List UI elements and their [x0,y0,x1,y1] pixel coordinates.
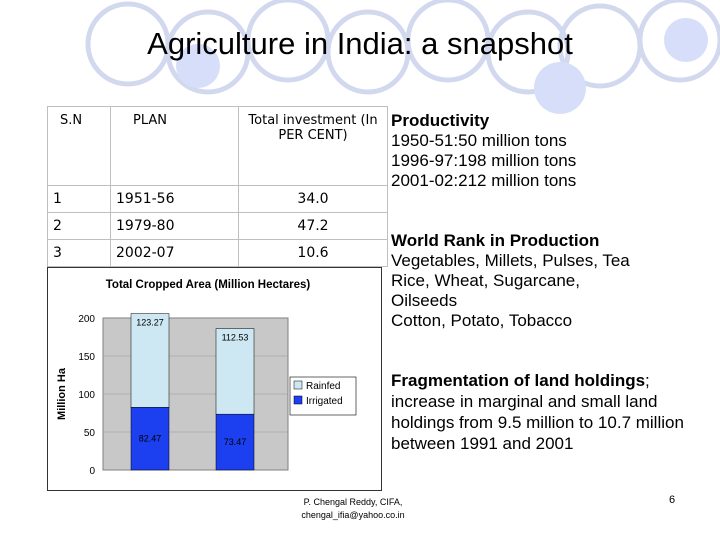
fragmentation-heading: Fragmentation of land holdings [391,371,646,390]
data-label-rainfed: 123.27 [136,318,164,328]
bar-rainfed [130,313,170,408]
table-row: 3 2002-07 10.6 [47,239,388,267]
world-rank-line: Vegetables, Millets, Pulses, Tea [391,251,630,270]
footer-credit: P. Chengal Reddy, CIFA, chengal_ifia@yah… [283,496,423,522]
world-rank-line: Rice, Wheat, Sugarcane, [391,271,580,290]
cell-sn: 2 [47,212,111,240]
y-tick-label: 100 [78,390,95,401]
table-row: 1 1951-56 34.0 [47,185,388,213]
legend-swatch [293,380,303,390]
footer-author: P. Chengal Reddy, CIFA, [303,497,403,507]
footer-email: chengal_ifia@yahoo.co.in [301,510,405,520]
cell-investment: 10.6 [238,239,388,267]
bar-irrigated [130,407,170,471]
cell-sn: 1 [47,185,111,213]
header-investment: Total investment (In PER CENT) [238,106,388,186]
plan-investment-table: S.N PLAN Total investment (In PER CENT) … [47,106,388,267]
cell-sn: 3 [47,239,111,267]
cell-plan: 1979-80 [110,212,239,240]
cell-plan: 1951-56 [110,185,239,213]
data-label-irrigated: 82.47 [139,434,162,444]
circle-decoration [534,62,586,114]
header-sn: S.N [47,106,111,186]
fragmentation-section: Fragmentation of land holdings; increase… [391,370,691,454]
productivity-line: 1996-97:198 million tons [391,151,577,170]
y-axis-label: Million Ha [56,367,68,420]
cell-investment: 47.2 [238,212,388,240]
world-rank-heading: World Rank in Production [391,231,600,250]
data-label-rainfed: 112.53 [222,333,249,343]
cell-plan: 2002-07 [110,239,239,267]
cell-investment: 34.0 [238,185,388,213]
table-header-row: S.N PLAN Total investment (In PER CENT) [47,106,388,186]
circle-decoration [485,9,571,95]
cropped-area-chart: Total Cropped Area (Million Hectares) Mi… [47,267,382,491]
y-tick-label: 150 [78,352,95,363]
productivity-line: 2001-02:212 million tons [391,171,577,190]
bar-irrigated [215,413,255,471]
bar-rainfed [215,328,255,415]
page-number: 6 [669,494,676,506]
productivity-section: Productivity 1950-51:50 million tons 199… [391,111,701,191]
y-tick-label: 50 [84,428,96,439]
circle-decoration [664,18,708,62]
world-rank-line: Cotton, Potato, Tobacco [391,311,573,330]
chart-svg: Total Cropped Area (Million Hectares) Mi… [56,279,357,477]
y-tick-label: 200 [78,314,95,325]
fragmentation-text: ; increase in marginal and small land ho… [391,371,684,453]
legend-swatch [293,395,303,405]
table-row: 2 1979-80 47.2 [47,212,388,240]
chart-title: Total Cropped Area (Million Hectares) [106,279,311,291]
circle-decoration [637,0,720,83]
legend-label: Rainfed [306,381,340,392]
header-plan: PLAN [110,106,239,186]
productivity-line: 1950-51:50 million tons [391,131,567,150]
slide-title: Agriculture in India: a snapshot [147,26,573,61]
legend-label: Irrigated [306,396,343,407]
data-label-irrigated: 73.47 [224,437,247,447]
y-tick-label: 0 [89,466,95,477]
circle-decoration [176,44,220,88]
world-rank-line: Oilseeds [391,291,458,310]
productivity-heading: Productivity [391,111,490,130]
world-rank-section: World Rank in Production Vegetables, Mil… [391,231,701,331]
